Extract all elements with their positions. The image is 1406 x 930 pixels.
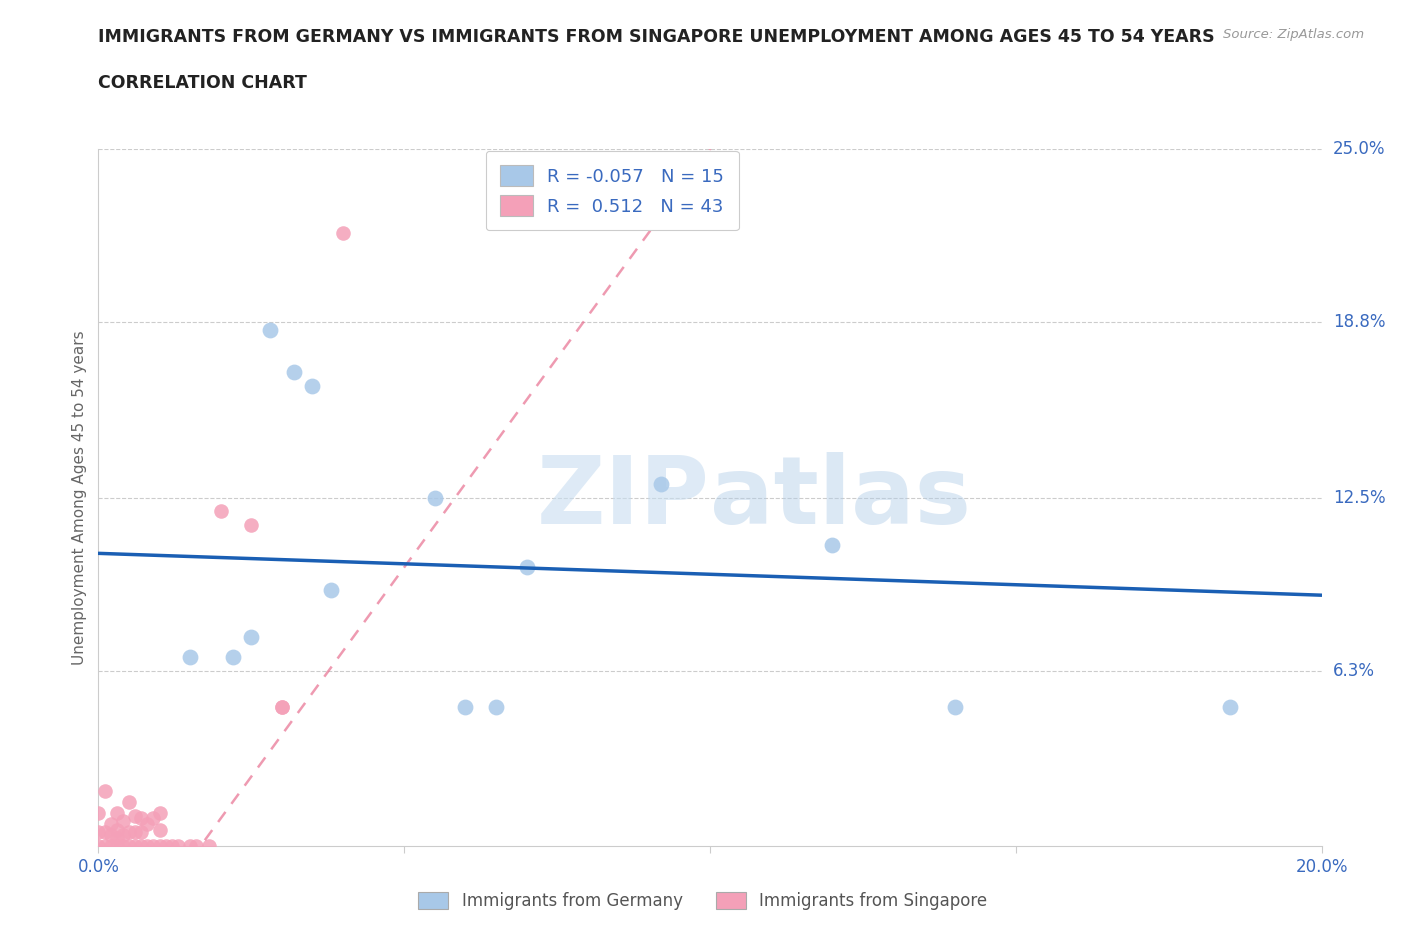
Point — [197, 839, 219, 854]
Text: ZIP: ZIP — [537, 452, 710, 543]
Point — [179, 649, 201, 664]
Point — [129, 811, 152, 826]
Point — [270, 699, 292, 714]
Point — [149, 805, 172, 820]
Point — [87, 825, 110, 840]
Point — [179, 839, 201, 854]
Text: 25.0%: 25.0% — [1333, 140, 1385, 158]
Y-axis label: Unemployment Among Ages 45 to 54 years: Unemployment Among Ages 45 to 54 years — [72, 330, 87, 665]
Text: Source: ZipAtlas.com: Source: ZipAtlas.com — [1223, 28, 1364, 41]
Point — [270, 699, 292, 714]
Point — [485, 699, 508, 714]
Point — [118, 825, 141, 840]
Point — [149, 839, 172, 854]
Point — [650, 476, 672, 491]
Point — [111, 814, 134, 829]
Point — [943, 699, 966, 714]
Point — [301, 379, 323, 393]
Text: IMMIGRANTS FROM GERMANY VS IMMIGRANTS FROM SINGAPORE UNEMPLOYMENT AMONG AGES 45 : IMMIGRANTS FROM GERMANY VS IMMIGRANTS FR… — [98, 28, 1215, 46]
Point — [87, 805, 110, 820]
Point — [111, 839, 134, 854]
Point — [1219, 699, 1241, 714]
Text: 6.3%: 6.3% — [1333, 661, 1375, 680]
Point — [454, 699, 477, 714]
Point — [283, 365, 305, 379]
Point — [87, 839, 110, 854]
Point — [105, 805, 128, 820]
Legend: Immigrants from Germany, Immigrants from Singapore: Immigrants from Germany, Immigrants from… — [412, 885, 994, 917]
Point — [332, 225, 354, 240]
Text: 12.5%: 12.5% — [1333, 488, 1385, 507]
Point — [155, 839, 177, 854]
Legend: R = -0.057   N = 15, R =  0.512   N = 43: R = -0.057 N = 15, R = 0.512 N = 43 — [486, 151, 738, 231]
Point — [100, 828, 122, 843]
Point — [136, 839, 159, 854]
Text: atlas: atlas — [710, 452, 972, 543]
Point — [93, 825, 115, 840]
Point — [142, 811, 165, 826]
Point — [111, 828, 134, 843]
Point — [129, 825, 152, 840]
Point — [93, 783, 115, 798]
Text: CORRELATION CHART: CORRELATION CHART — [98, 74, 308, 92]
Point — [319, 582, 342, 597]
Point — [93, 839, 115, 854]
Point — [124, 808, 146, 823]
Point — [100, 817, 122, 831]
Point — [105, 822, 128, 837]
Point — [167, 839, 190, 854]
Point — [240, 630, 263, 644]
Point — [124, 839, 146, 854]
Point — [124, 825, 146, 840]
Point — [209, 504, 232, 519]
Point — [821, 538, 844, 552]
Point — [136, 817, 159, 831]
Point — [118, 839, 141, 854]
Point — [240, 518, 263, 533]
Point — [129, 839, 152, 854]
Point — [186, 839, 208, 854]
Point — [105, 830, 128, 845]
Point — [160, 839, 183, 854]
Point — [100, 839, 122, 854]
Point — [516, 560, 538, 575]
Point — [423, 490, 446, 505]
Text: 18.8%: 18.8% — [1333, 312, 1385, 331]
Point — [222, 649, 245, 664]
Point — [105, 839, 128, 854]
Point — [118, 794, 141, 809]
Point — [149, 822, 172, 837]
Point — [142, 839, 165, 854]
Point — [259, 323, 281, 338]
